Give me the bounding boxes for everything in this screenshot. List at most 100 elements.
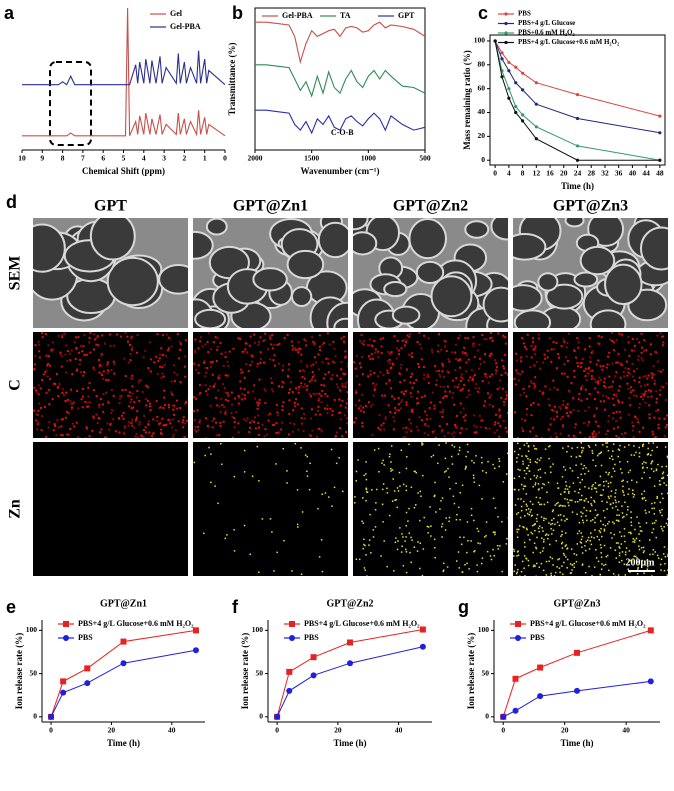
signal-dot (473, 424, 476, 427)
marker (289, 621, 295, 627)
signal-dot (391, 469, 394, 471)
signal-dot (473, 431, 476, 434)
signal-dot (358, 383, 361, 386)
signal-dot (526, 512, 529, 515)
signal-dot (420, 358, 423, 361)
signal-dot (421, 442, 423, 444)
signal-dot (452, 495, 455, 498)
signal-dot (537, 403, 540, 406)
signal-dot (341, 435, 344, 438)
signal-dot (608, 472, 610, 474)
signal-dot (381, 503, 384, 506)
signal-dot (160, 428, 163, 431)
signal-dot (365, 478, 368, 481)
signal-dot (176, 333, 179, 336)
signal-dot (579, 455, 582, 458)
signal-dot (61, 434, 64, 437)
signal-dot (517, 468, 519, 471)
signal-dot (402, 427, 405, 430)
signal-dot (655, 397, 658, 400)
signal-dot (550, 523, 552, 526)
signal-dot (561, 426, 564, 429)
signal-dot (306, 384, 309, 387)
signal-dot (533, 364, 536, 367)
signal-dot (332, 360, 335, 363)
signal-dot (418, 366, 421, 369)
signal-dot (580, 388, 583, 391)
signal-dot (304, 454, 307, 456)
signal-dot (579, 541, 582, 543)
signal-dot (571, 470, 574, 472)
signal-dot (85, 426, 88, 429)
signal-dot (468, 393, 471, 396)
signal-dot (566, 451, 568, 453)
signal-dot (618, 410, 621, 413)
signal-dot (421, 574, 424, 576)
signal-dot (377, 447, 380, 450)
signal-dot (642, 466, 644, 469)
signal-dot (244, 348, 247, 351)
signal-dot (524, 419, 527, 422)
signal-dot (536, 514, 539, 516)
signal-dot (594, 381, 597, 384)
signal-dot (251, 355, 254, 358)
signal-dot (317, 368, 320, 371)
signal-dot (533, 445, 535, 447)
x-tick-label: 6 (101, 154, 105, 163)
signal-dot (653, 522, 656, 524)
signal-dot (50, 350, 53, 353)
signal-dot (412, 382, 415, 385)
signal-dot (215, 421, 218, 424)
signal-dot (483, 338, 486, 341)
signal-dot (565, 518, 568, 520)
signal-dot (632, 389, 635, 392)
signal-dot (251, 360, 254, 363)
signal-dot (619, 362, 622, 365)
signal-dot (128, 343, 131, 346)
signal-dot (470, 514, 473, 516)
signal-dot (611, 521, 614, 523)
signal-dot (557, 356, 560, 359)
signal-dot (656, 554, 659, 557)
signal-dot (427, 381, 430, 384)
signal-dot (278, 342, 281, 345)
signal-dot (486, 550, 489, 553)
signal-dot (541, 436, 544, 438)
signal-dot (638, 452, 641, 454)
signal-dot (529, 500, 532, 503)
signal-dot (339, 377, 342, 380)
signal-dot (331, 414, 334, 417)
signal-dot (647, 374, 650, 377)
pore (545, 283, 584, 310)
signal-dot (63, 394, 66, 397)
signal-dot (120, 394, 123, 397)
signal-dot (524, 485, 527, 487)
signal-dot (410, 486, 413, 489)
signal-dot (504, 371, 507, 374)
signal-dot (127, 394, 130, 397)
signal-dot (608, 397, 611, 400)
x-tick-label: 28 (587, 169, 595, 178)
signal-dot (80, 371, 83, 374)
signal-dot (522, 488, 525, 490)
signal-dot (615, 557, 618, 559)
signal-dot (100, 372, 103, 375)
pore (604, 263, 643, 306)
signal-dot (528, 514, 531, 516)
signal-dot (590, 520, 592, 522)
signal-dot (501, 387, 504, 390)
signal-dot (559, 504, 562, 507)
signal-dot (618, 554, 621, 557)
signal-dot (516, 528, 518, 531)
signal-dot (418, 416, 421, 419)
signal-dot (525, 509, 528, 511)
signal-dot (111, 409, 114, 412)
signal-dot (533, 474, 536, 477)
pore (205, 218, 228, 236)
signal-dot (657, 463, 659, 466)
signal-dot (614, 499, 617, 501)
signal-dot (581, 358, 584, 361)
signal-dot (57, 426, 60, 429)
signal-dot (259, 336, 262, 339)
signal-dot (93, 348, 96, 351)
